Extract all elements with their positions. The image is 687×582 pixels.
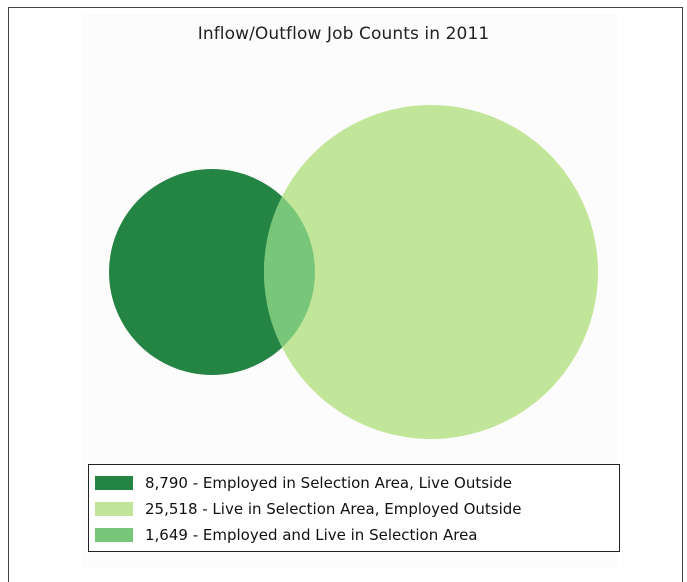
legend-swatch [95,528,133,542]
legend-swatch [95,502,133,516]
chart-title: Inflow/Outflow Job Counts in 2011 [197,24,490,44]
legend-label: 25,518 - Live in Selection Area, Employe… [145,500,522,518]
legend-swatch [95,476,133,490]
legend-label: 1,649 - Employed and Live in Selection A… [145,526,478,544]
legend-label: 8,790 - Employed in Selection Area, Live… [145,474,512,492]
legend: 8,790 - Employed in Selection Area, Live… [88,464,620,552]
employed-in-area-circle [109,169,315,375]
legend-item-employed-and-live: 1,649 - Employed and Live in Selection A… [95,522,619,548]
live-in-area-circle [264,105,598,439]
legend-item-employed-outside: 8,790 - Employed in Selection Area, Live… [95,470,619,496]
legend-item-live-outside: 25,518 - Live in Selection Area, Employe… [95,496,619,522]
